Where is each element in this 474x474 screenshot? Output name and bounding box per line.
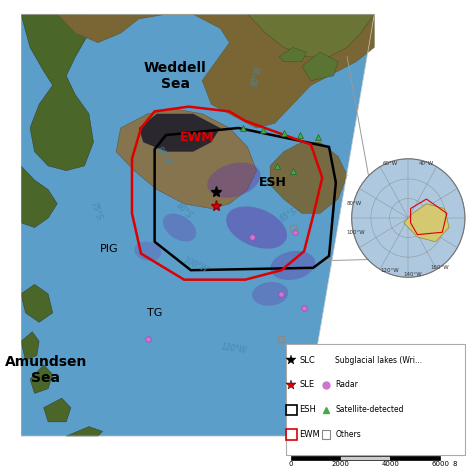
Polygon shape (270, 142, 347, 213)
Text: Weddell
Sea: Weddell Sea (144, 61, 206, 91)
Text: 100°W: 100°W (182, 256, 209, 275)
Bar (285, 429, 297, 440)
Text: 100°W: 100°W (347, 230, 365, 235)
Bar (340, 456, 390, 460)
Text: 80°S: 80°S (174, 201, 194, 221)
Text: TG: TG (147, 308, 162, 318)
Polygon shape (21, 14, 93, 171)
Bar (285, 405, 297, 415)
Text: 60°W: 60°W (383, 161, 398, 166)
Text: 0: 0 (288, 461, 293, 467)
Ellipse shape (252, 282, 288, 306)
Text: Radar: Radar (336, 381, 358, 389)
Text: Subglacial lakes (Wri...: Subglacial lakes (Wri... (336, 356, 422, 365)
Circle shape (352, 159, 465, 277)
Text: 4000: 4000 (381, 461, 399, 467)
Text: Amundsen
Sea: Amundsen Sea (5, 355, 87, 385)
Polygon shape (30, 365, 53, 393)
Polygon shape (279, 47, 306, 62)
Polygon shape (302, 52, 338, 81)
Text: ESH: ESH (300, 405, 317, 414)
Ellipse shape (207, 163, 261, 198)
Polygon shape (404, 204, 449, 242)
Polygon shape (21, 166, 57, 228)
Text: 80°W: 80°W (154, 145, 173, 168)
Polygon shape (57, 14, 374, 128)
Polygon shape (247, 14, 374, 57)
Text: EWM: EWM (300, 430, 320, 438)
Text: 6000: 6000 (431, 461, 449, 467)
Text: 160°W: 160°W (431, 265, 449, 270)
Text: 40°W: 40°W (419, 161, 434, 166)
Ellipse shape (163, 214, 196, 241)
Ellipse shape (226, 206, 287, 249)
Polygon shape (21, 14, 374, 436)
Polygon shape (21, 332, 39, 360)
Polygon shape (139, 114, 220, 152)
Ellipse shape (270, 251, 315, 280)
Text: 75°S: 75°S (88, 201, 103, 221)
Text: 60°W: 60°W (249, 64, 264, 87)
Polygon shape (44, 398, 71, 422)
Text: 8: 8 (453, 461, 457, 467)
Text: EWM: EWM (180, 131, 215, 144)
Text: PIG: PIG (100, 244, 118, 254)
Text: 2000: 2000 (331, 461, 349, 467)
Bar (322, 430, 330, 439)
Bar (291, 456, 340, 460)
Ellipse shape (134, 242, 161, 261)
Text: Satellite-detected: Satellite-detected (336, 405, 404, 414)
Bar (390, 456, 440, 460)
Polygon shape (66, 427, 102, 436)
Text: 140°W: 140°W (403, 273, 422, 277)
Text: 120°W: 120°W (220, 342, 247, 355)
Text: 120°W: 120°W (381, 268, 400, 273)
Text: SLE: SLE (300, 381, 315, 389)
Text: 65°S: 65°S (278, 207, 299, 224)
FancyBboxPatch shape (286, 344, 465, 455)
Text: SLC: SLC (300, 356, 315, 365)
Text: ESH: ESH (258, 176, 286, 189)
Polygon shape (21, 284, 53, 322)
Text: 80°W: 80°W (346, 201, 362, 206)
Polygon shape (116, 109, 256, 209)
Text: Others: Others (336, 430, 361, 438)
